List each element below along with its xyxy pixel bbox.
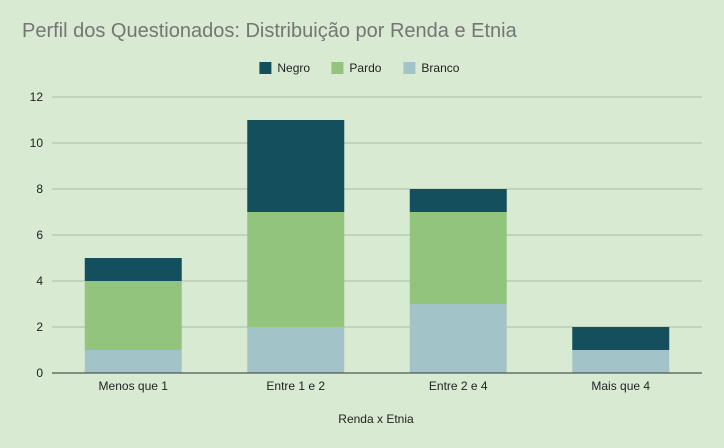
bars [52,120,702,374]
bar-segment-pardo [84,281,182,350]
x-tick-label: Menos que 1 [99,379,169,393]
x-axis-label: Renda x Etnia [338,412,414,426]
legend-label-branco: Branco [421,61,459,75]
legend: Negro Pardo Branco [259,61,460,75]
y-tick-label: 12 [30,90,44,104]
x-tick-labels: Menos que 1 Entre 1 e 2 Entre 2 e 4 Mais qu… [99,379,651,393]
legend-swatch-pardo [331,62,344,74]
bar-segment-negro [409,189,507,212]
x-tick-label: Entre 1 e 2 [266,379,325,393]
bar-segment-pardo [409,212,507,304]
y-tick-label: 6 [36,228,43,242]
y-tick-label: 0 [36,366,43,380]
legend-label-negro: Negro [277,61,310,75]
y-tick-label: 10 [30,136,44,150]
y-tick-label: 8 [36,182,43,196]
bar-segment-branco [84,350,182,373]
bar-segment-branco [409,304,507,373]
bar-segment-negro [247,120,345,212]
bar-segment-branco [572,350,670,373]
bar-segment-branco [247,327,345,373]
x-tick-label: Mais que 4 [591,379,650,393]
bar-segment-negro [572,327,670,350]
y-tick-labels: 0 2 4 6 8 10 12 [30,90,44,380]
x-tick-label: Entre 2 e 4 [429,379,488,393]
bar-segment-negro [84,258,182,281]
chart-title: Perfil dos Questionados: Distribuição po… [22,20,517,42]
legend-swatch-negro [259,62,272,74]
y-tick-label: 2 [36,320,43,334]
legend-swatch-branco [403,62,416,74]
bar-segment-pardo [247,212,345,327]
legend-label-pardo: Pardo [349,61,381,75]
y-tick-label: 4 [36,274,43,288]
